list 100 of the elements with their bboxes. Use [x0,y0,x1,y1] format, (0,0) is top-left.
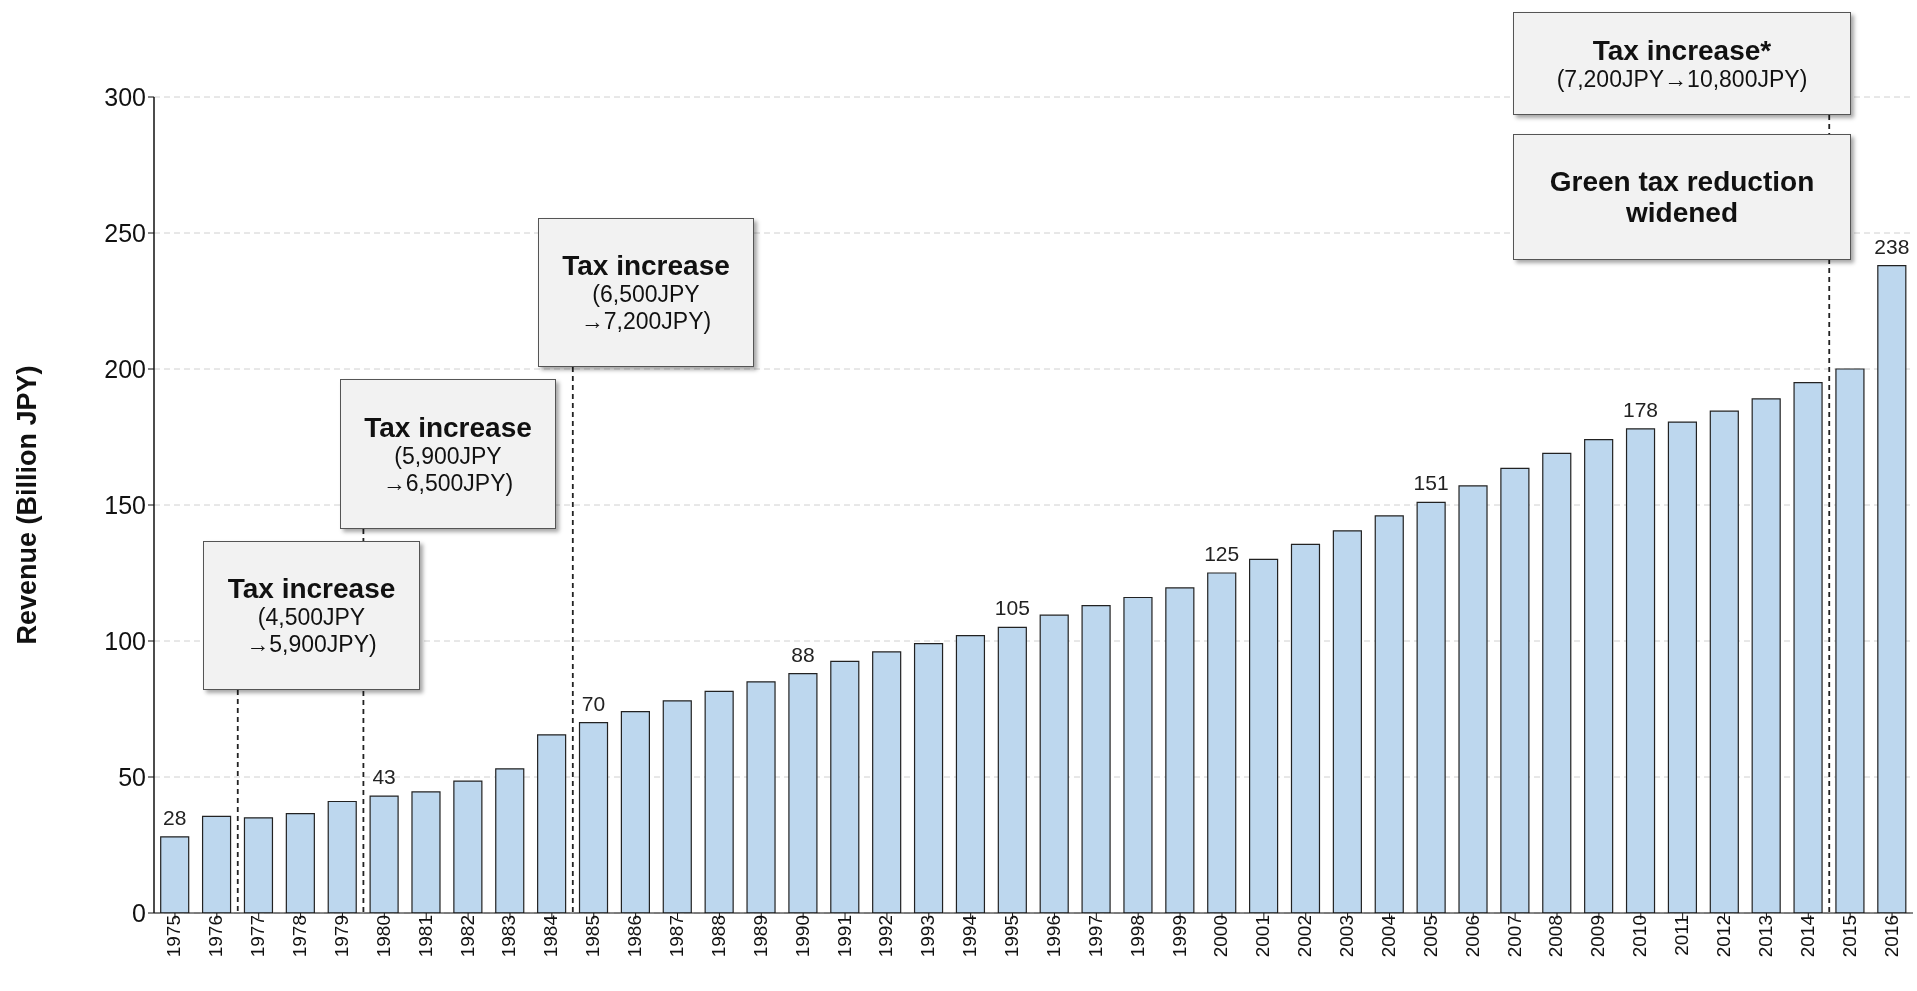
y-tick-label: 50 [118,762,146,791]
bar [746,681,776,913]
x-tick-label: 2010 [1629,915,1651,958]
x-tick-label: 1991 [833,915,855,958]
y-axis-title: Revenue (Billion JPY) [11,365,42,645]
x-tick-label: 1984 [540,914,562,958]
bar [620,711,650,913]
bar [662,700,692,913]
y-tick-label: 0 [132,898,146,927]
x-tick-label: 1975 [163,915,185,958]
x-tick-label: 2013 [1754,915,1776,958]
x-tick-label: 1996 [1042,915,1064,958]
ref-line-label: Tax increase (4,500JPY →5,900JPY) [226,573,397,658]
y-tick-label: 200 [104,354,146,383]
x-tick-label: 2006 [1461,915,1483,958]
bar [1877,265,1907,913]
x-tick-label: 1983 [498,915,520,958]
x-tick-label: 1990 [791,915,813,958]
data-label: 178 [1623,397,1659,421]
x-tick-label: 1998 [1126,915,1148,958]
bar [1123,596,1153,913]
x-tick-label: 2005 [1419,915,1441,958]
bar [1374,515,1404,913]
bar [788,673,818,913]
bar [1835,368,1865,913]
x-tick-label: 2016 [1880,915,1902,958]
x-tick-label: 2014 [1796,914,1818,958]
bar [285,813,315,913]
bar [1416,501,1446,913]
x-tick-label: 1986 [624,915,646,958]
bar [537,734,567,913]
ref-line-label: Tax increase (5,900JPY →6,500JPY) [363,411,533,497]
x-tick-label: 1980 [372,915,394,958]
x-tick-label: 1981 [414,915,436,958]
bar [1793,382,1823,913]
bar [1500,467,1530,913]
bar [453,780,483,913]
x-tick-label: 2015 [1838,915,1860,958]
bar [1458,485,1488,913]
data-label: 238 [1874,234,1910,258]
x-tick-label: 2000 [1210,915,1232,958]
bar [913,643,944,913]
bar [411,791,441,913]
bar [369,795,399,913]
x-tick-label: 2003 [1336,915,1358,958]
x-tick-label: 2009 [1587,915,1609,958]
bar [1249,558,1279,913]
bar [1667,421,1698,913]
x-tick-label: 2001 [1252,915,1274,958]
bar [1207,572,1237,913]
x-tick-label: 1978 [289,915,311,958]
bar [160,836,190,913]
x-tick-label: 2002 [1294,915,1316,958]
x-tick-label: 1987 [666,915,687,958]
bar [1081,605,1111,913]
data-label: 105 [994,596,1030,620]
bar [578,722,609,913]
y-tick-label: 300 [104,82,146,111]
x-tick-label: 1992 [875,915,897,958]
x-tick-label: 1989 [749,915,771,958]
x-tick-label: 1988 [707,915,729,958]
x-tick-label: 2004 [1377,914,1399,958]
data-label: 88 [791,642,815,666]
bar [1542,452,1572,913]
callout-box: Tax increase (4,500JPY →5,900JPY) [203,541,420,690]
data-label: 43 [372,765,396,789]
y-tick-label: 250 [104,218,146,247]
x-tick-label: 1982 [456,915,478,958]
bar [1332,530,1362,913]
bar [704,690,734,913]
x-tick-label: 1993 [917,915,939,958]
bar [1165,587,1195,913]
callout-box: Tax increase* (7,200JPY→10,800JPY) [1513,12,1851,115]
x-tick-label: 1976 [205,915,227,958]
data-label: 151 [1413,471,1449,495]
x-tick-label: 1995 [1001,915,1023,958]
bar [1039,614,1069,913]
x-tick-label: 1994 [959,914,981,958]
bar [1584,439,1614,913]
x-tick-label: 2007 [1503,915,1525,958]
bar [243,817,274,913]
x-tick-label: 2012 [1713,915,1735,958]
x-tick-label: 1997 [1084,915,1106,958]
bar [495,768,525,913]
bar [1709,410,1739,913]
callout-box: Tax increase (5,900JPY →6,500JPY) [340,379,556,529]
bar [327,800,357,913]
x-tick-label: 2011 [1671,915,1693,956]
bar [1625,428,1656,913]
bar [1751,398,1781,913]
x-tick-label: 1979 [330,915,352,958]
bar [872,651,902,913]
y-tick-label: 150 [104,490,146,519]
callout-box: Tax increase (6,500JPY →7,200JPY) [538,218,754,367]
x-tick-label: 2008 [1545,915,1567,958]
callout-box: Green tax reduction widened [1513,134,1851,260]
bar [997,626,1027,913]
data-label: 70 [581,691,606,715]
annotation: Green tax reduction widened [1548,166,1816,228]
x-tick-label: 1985 [582,915,604,958]
